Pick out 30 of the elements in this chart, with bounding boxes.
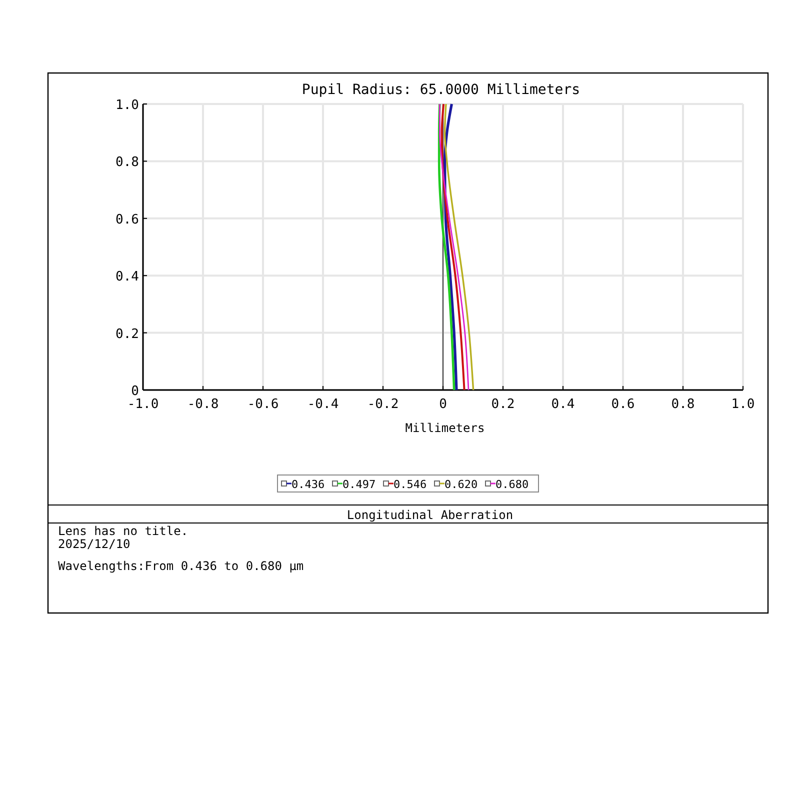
y-tick-label: 0.2 [116,326,139,342]
x-tick-label: -0.2 [367,397,399,412]
legend-label: 0.436 [292,478,325,491]
text: 2025/12/10 [58,537,130,551]
y-tick-label: 0.4 [116,270,140,285]
x-tick-label: 0.6 [611,397,635,412]
line-series [444,103,474,391]
x-tick-label: 1.0 [731,397,755,412]
line-series [438,102,456,392]
text: Lens has no title. [58,524,188,538]
x-tick-label: 0.4 [551,397,575,412]
x-tick-label: 0.8 [671,397,695,412]
x-tick-label: -0.4 [307,397,339,412]
x-tick-label: -0.8 [187,397,219,412]
text: Wavelengths:From 0.436 to 0.680 µm [58,559,304,573]
legend-label: 0.680 [496,478,529,491]
x-axis-title: Millimeters [405,421,485,435]
text: Longitudinal Aberration [346,508,514,522]
legend-label: 0.546 [394,478,427,491]
legend-label: 0.620 [444,478,478,491]
y-tick-label: 0 [131,384,139,399]
y-tick-label: 0.8 [116,155,139,170]
x-tick-label: -1.0 [127,397,159,412]
y-tick-label: 0.6 [116,212,139,228]
legend-label: 0.497 [342,478,376,491]
chart-title: Pupil Radius: 65.0000 Millimeters [302,82,580,98]
x-tick-label: 0 [439,397,447,412]
x-tick-label: 0.2 [491,397,515,412]
x-tick-label: -0.6 [247,397,279,412]
y-tick-label: 1.0 [116,98,139,113]
